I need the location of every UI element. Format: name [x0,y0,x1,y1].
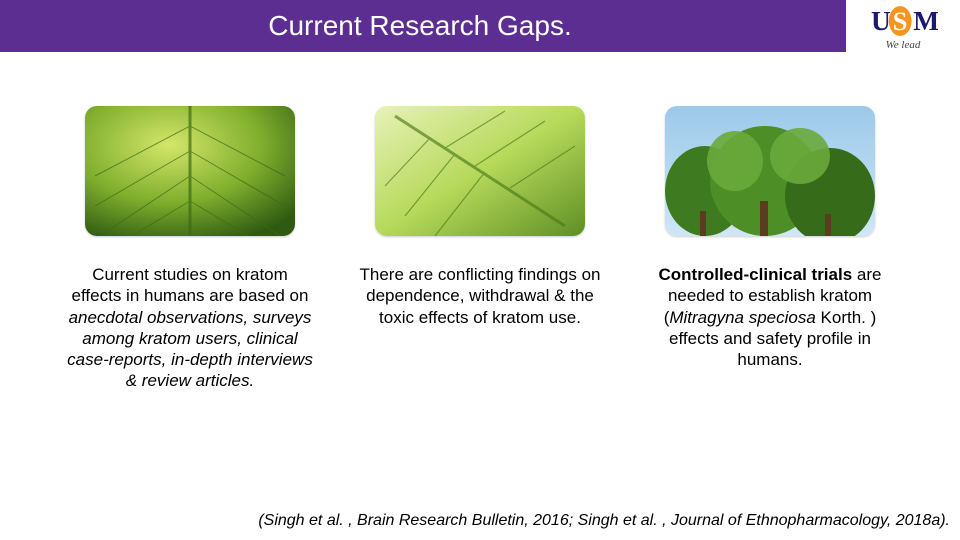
logo-tagline: We lead [886,39,921,51]
svg-text:M: M [913,6,938,36]
title-bar: Current Research Gaps. [0,0,840,52]
image-tree-canopy [665,106,875,236]
svg-text:U: U [871,6,891,36]
caption-2: There are conflicting findings on depend… [355,264,605,328]
logo-block: U S M We lead [840,0,960,52]
image-leaf-closeup [85,106,295,236]
caption-3: Controlled-clinical trials are needed to… [645,264,895,370]
header: Current Research Gaps. U S M We lead [0,0,960,52]
column-1: Current studies on kratom effects in hum… [65,106,315,392]
slide-title: Current Research Gaps. [268,10,571,42]
usm-logo: U S M [868,5,938,37]
caption-1: Current studies on kratom effects in hum… [65,264,315,392]
column-3: Controlled-clinical trials are needed to… [645,106,895,392]
svg-text:S: S [893,7,908,36]
content-row: Current studies on kratom effects in hum… [0,106,960,392]
image-leaf-bright [375,106,585,236]
citation: (Singh et al. , Brain Research Bulletin,… [258,512,950,530]
column-2: There are conflicting findings on depend… [355,106,605,392]
